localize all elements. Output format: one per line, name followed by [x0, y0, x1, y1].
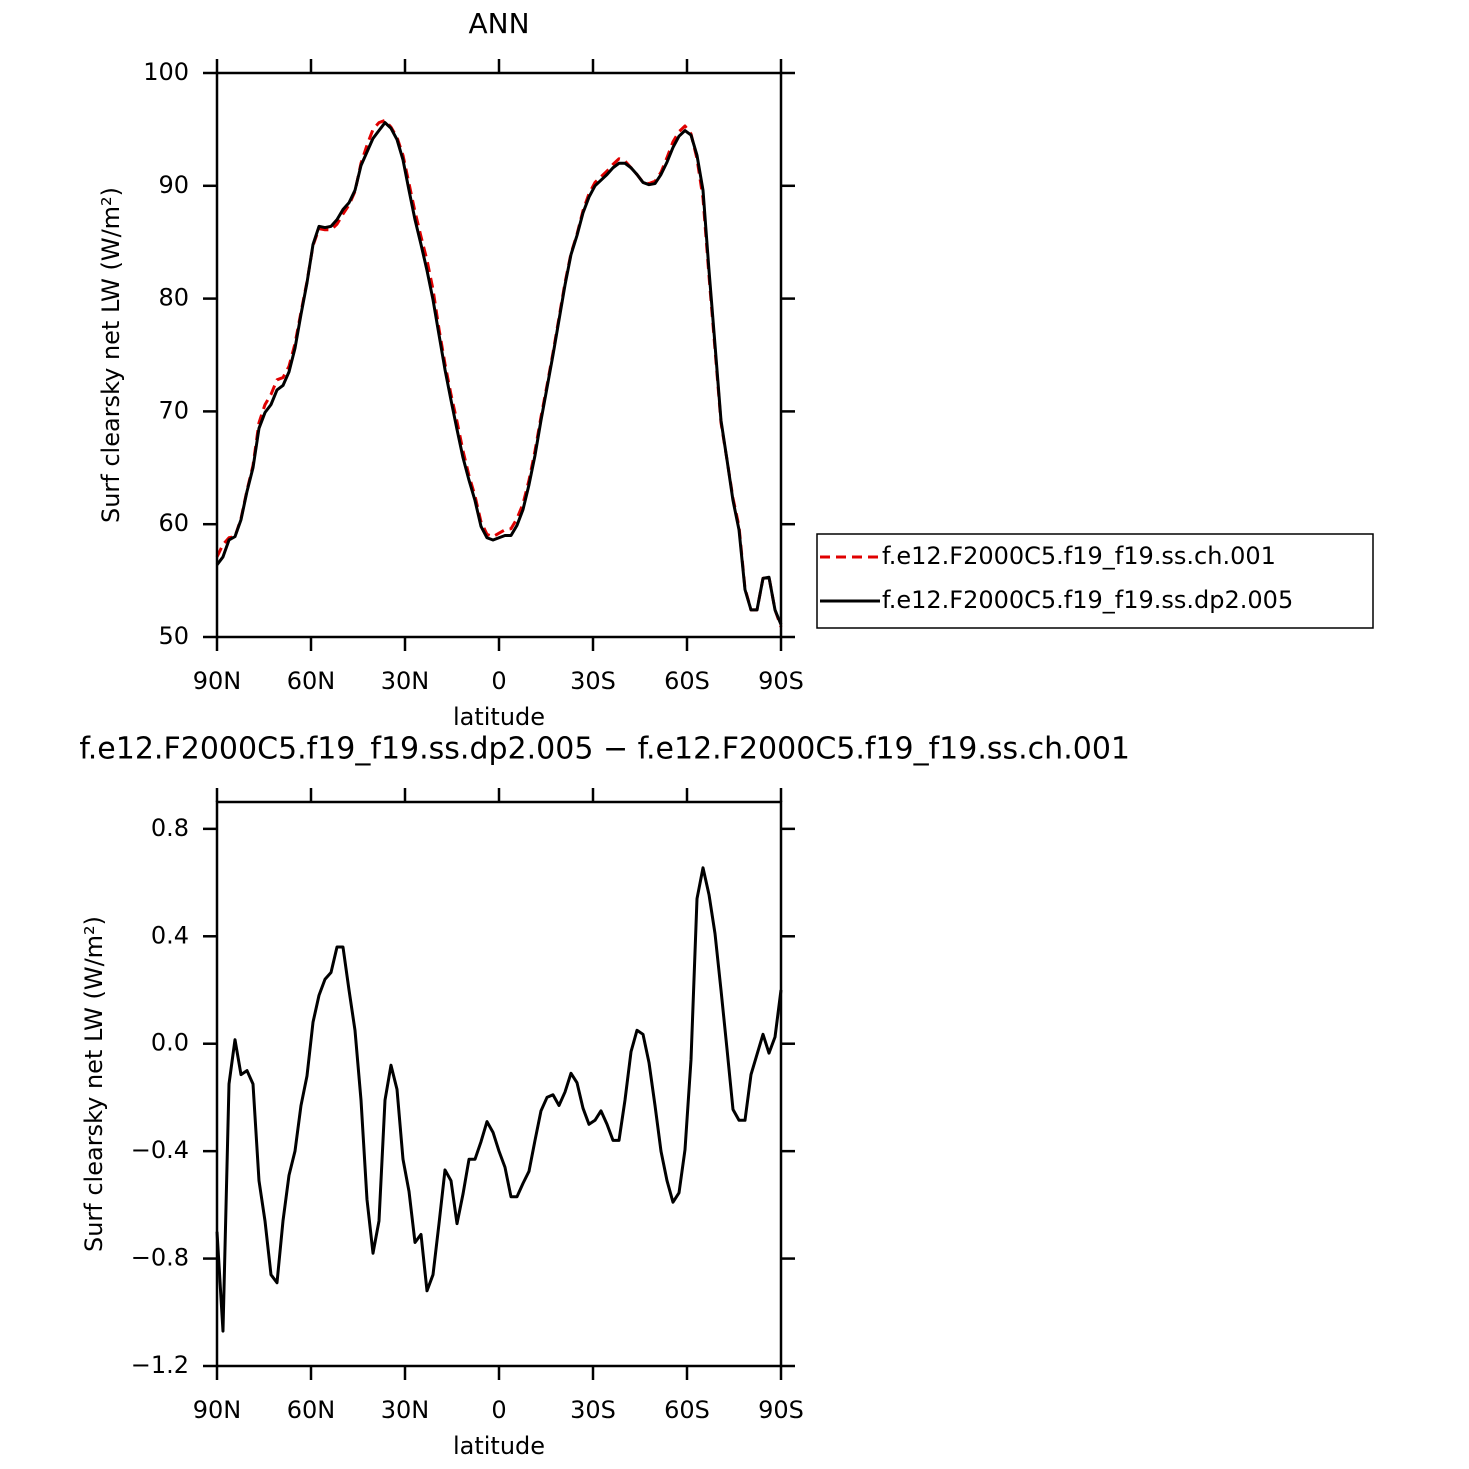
y-tick-label: −0.8 [131, 1244, 189, 1272]
chart-title: f.e12.F2000C5.f19_f19.ss.dp2.005 − f.e12… [79, 732, 1130, 767]
y-tick-label: 60 [158, 509, 189, 537]
y-tick-label: 0.4 [151, 921, 189, 949]
x-tick-label: 60S [664, 1396, 710, 1424]
x-tick-label: 30S [570, 1396, 616, 1424]
data-line [215, 118, 783, 628]
x-axis-label: latitude [453, 1432, 545, 1460]
x-tick-label: 0 [491, 667, 506, 695]
y-axis-label: Surf clearsky net LW (W/m²) [97, 187, 125, 523]
x-tick-label: 90S [758, 667, 804, 695]
y-tick-label: 80 [158, 284, 189, 312]
data-line [215, 866, 783, 1333]
x-tick-label: 0 [491, 1396, 506, 1424]
y-tick-label: 100 [143, 58, 189, 86]
x-tick-label: 30N [381, 1396, 430, 1424]
x-tick-label: 60N [287, 667, 336, 695]
x-tick-label: 30S [570, 667, 616, 695]
legend-label: f.e12.F2000C5.f19_f19.ss.dp2.005 [882, 586, 1293, 614]
y-axis-label: Surf clearsky net LW (W/m²) [80, 916, 108, 1252]
y-tick-label: 0.8 [151, 814, 189, 842]
y-tick-label: 90 [158, 171, 189, 199]
legend-label: f.e12.F2000C5.f19_f19.ss.ch.001 [882, 542, 1276, 570]
x-axis-label: latitude [453, 703, 545, 731]
y-tick-label: −0.4 [131, 1136, 189, 1164]
plot-frame [215, 71, 783, 639]
y-tick-label: 0.0 [151, 1029, 189, 1057]
y-tick-label: 50 [158, 622, 189, 650]
x-tick-label: 90N [193, 667, 242, 695]
y-tick-label: −1.2 [131, 1351, 189, 1379]
plot-frame [215, 800, 783, 1368]
legend-box [816, 533, 1374, 629]
x-tick-label: 60N [287, 1396, 336, 1424]
x-tick-label: 90S [758, 1396, 804, 1424]
x-tick-label: 90N [193, 1396, 242, 1424]
chart-title: ANN [468, 7, 529, 40]
x-tick-label: 60S [664, 667, 710, 695]
x-tick-label: 30N [381, 667, 430, 695]
data-line [215, 121, 783, 626]
y-tick-label: 70 [158, 396, 189, 424]
